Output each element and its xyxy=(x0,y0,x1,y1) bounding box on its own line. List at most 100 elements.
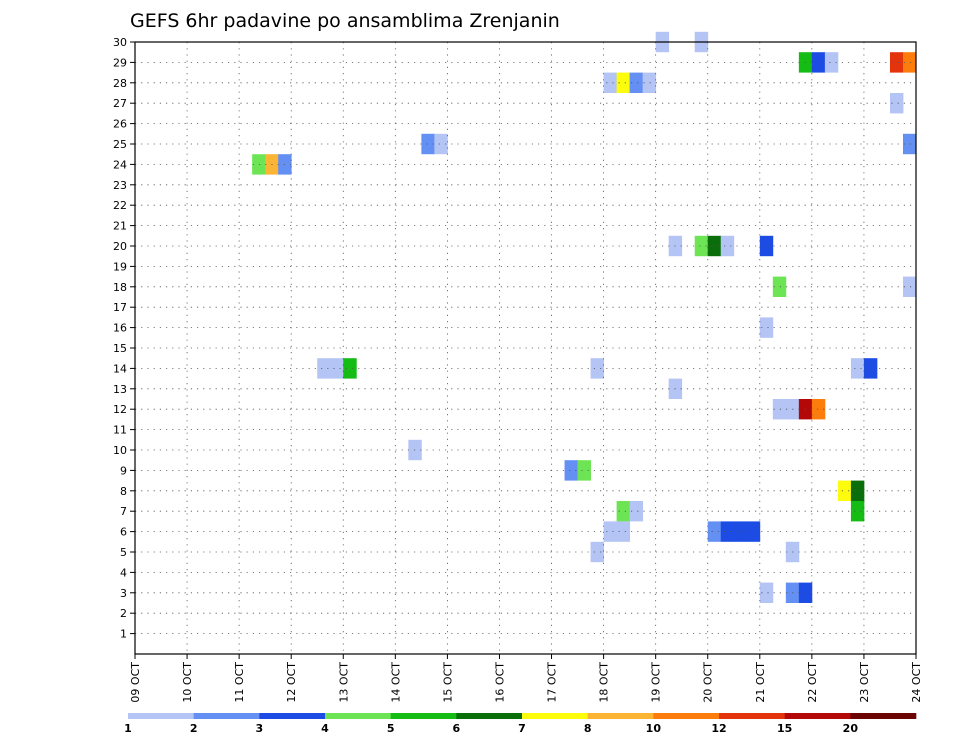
ensemble-cell xyxy=(902,52,917,73)
legend-swatch xyxy=(587,713,654,719)
ensemble-cell xyxy=(902,133,917,155)
ensemble-cell xyxy=(343,358,357,379)
ensemble-cell xyxy=(317,358,331,379)
y-tick-label: 24 xyxy=(113,158,127,171)
ensemble-cell xyxy=(772,399,787,420)
ensemble-cell xyxy=(707,235,722,257)
y-tick-label: 19 xyxy=(113,260,127,273)
x-tick-label: 16 OCT xyxy=(493,662,506,703)
x-tick-label: 12 OCT xyxy=(285,662,298,703)
legend-swatch xyxy=(193,713,260,719)
legend-label: 8 xyxy=(584,722,592,735)
ensemble-cell xyxy=(603,72,618,93)
legend-label: 15 xyxy=(777,722,792,735)
y-tick-label: 18 xyxy=(113,281,127,294)
ensemble-cell xyxy=(824,52,839,73)
ensemble-cell xyxy=(746,521,761,542)
y-tick-label: 17 xyxy=(113,301,127,314)
ensemble-cell xyxy=(616,72,631,93)
y-tick-label: 20 xyxy=(113,240,127,253)
ensemble-cell xyxy=(629,72,644,93)
ensemble-cell xyxy=(720,235,735,257)
legend-label: 20 xyxy=(843,722,859,735)
y-tick-label: 12 xyxy=(113,403,127,416)
x-tick-label: 10 OCT xyxy=(181,662,194,703)
legend-label: 1 xyxy=(124,722,132,735)
legend-swatch xyxy=(522,713,588,719)
x-axis: 09 OCT 10 OCT 11 OCT 12 OCT 13 OCT 14 OCT 15 O… xyxy=(129,654,923,703)
ensemble-cell xyxy=(421,133,435,155)
x-tick-label: 24 OCT xyxy=(910,662,923,703)
legend-swatch xyxy=(390,713,457,719)
ensemble-cell xyxy=(850,358,865,379)
ensemble-cell xyxy=(707,521,722,542)
ensemble-cell xyxy=(590,358,604,379)
y-tick-label: 22 xyxy=(113,199,127,212)
chart-title: GEFS 6hr padavine po ansamblima Zrenjani… xyxy=(130,10,560,32)
ensemble-cell xyxy=(616,501,631,522)
ensemble-cell xyxy=(889,93,904,114)
y-tick-label: 25 xyxy=(113,138,127,151)
y-tick-label: 7 xyxy=(120,505,127,518)
y-tick-label: 27 xyxy=(113,97,127,110)
ensemble-cell xyxy=(434,133,448,155)
legend-label: 2 xyxy=(190,722,198,735)
legend-label: 6 xyxy=(453,722,461,735)
ensemble-cell xyxy=(850,480,865,501)
y-tick-label: 14 xyxy=(113,362,127,375)
ensemble-cell xyxy=(252,154,266,175)
ensemble-cell xyxy=(603,521,618,542)
y-tick-label: 8 xyxy=(120,485,127,498)
legend-label: 5 xyxy=(387,722,395,735)
x-tick-label: 22 OCT xyxy=(806,662,819,703)
ensemble-cell xyxy=(759,235,774,257)
ensemble-cell xyxy=(850,501,865,522)
x-tick-label: 15 OCT xyxy=(441,662,454,703)
legend-label: 7 xyxy=(518,722,526,735)
legend-swatch xyxy=(719,713,785,719)
x-tick-label: 23 OCT xyxy=(858,662,871,703)
x-tick-label: 17 OCT xyxy=(546,662,559,703)
x-tick-label: 09 OCT xyxy=(129,662,142,703)
ensemble-cell xyxy=(642,72,657,93)
legend-label: 10 xyxy=(646,722,662,735)
ensemble-cell xyxy=(759,317,774,338)
ensemble-cell xyxy=(759,582,774,603)
y-tick-label: 13 xyxy=(113,383,127,396)
legend-label: 4 xyxy=(321,722,329,735)
y-axis: 1234567891011121314151617181920212223242… xyxy=(113,36,135,641)
y-tick-label: 28 xyxy=(113,77,127,90)
y-tick-label: 21 xyxy=(113,220,127,233)
legend-swatch xyxy=(850,713,917,719)
ensemble-cell xyxy=(863,358,878,379)
y-tick-label: 29 xyxy=(113,56,127,69)
x-tick-label: 18 OCT xyxy=(598,662,611,703)
y-tick-label: 16 xyxy=(113,322,127,335)
legend-swatch xyxy=(128,713,194,719)
legend-swatch xyxy=(325,713,391,719)
ensemble-cell xyxy=(616,521,631,542)
y-tick-label: 30 xyxy=(113,36,127,49)
ensemble-cells xyxy=(252,31,917,603)
y-tick-label: 2 xyxy=(120,607,127,620)
x-tick-label: 14 OCT xyxy=(389,662,402,703)
y-tick-label: 15 xyxy=(113,342,127,355)
y-tick-label: 1 xyxy=(120,628,127,641)
ensemble-cell xyxy=(590,541,604,563)
x-tick-label: 19 OCT xyxy=(650,662,663,703)
y-tick-label: 10 xyxy=(113,444,127,457)
y-tick-label: 11 xyxy=(113,424,127,437)
ensemble-cell xyxy=(629,501,644,522)
y-tick-label: 23 xyxy=(113,179,127,192)
ensemble-cell xyxy=(694,235,709,257)
y-tick-label: 26 xyxy=(113,118,127,131)
legend-label: 12 xyxy=(711,722,726,735)
legend-swatch xyxy=(456,713,523,719)
color-legend: 1 2 3 4 5 6 7 8 10 12 15 20 xyxy=(124,713,917,735)
ensemble-cell xyxy=(772,276,787,297)
ensemble-cell xyxy=(837,480,852,501)
y-tick-label: 9 xyxy=(120,464,127,477)
x-tick-label: 21 OCT xyxy=(754,662,767,703)
ensemble-cell xyxy=(330,358,344,379)
